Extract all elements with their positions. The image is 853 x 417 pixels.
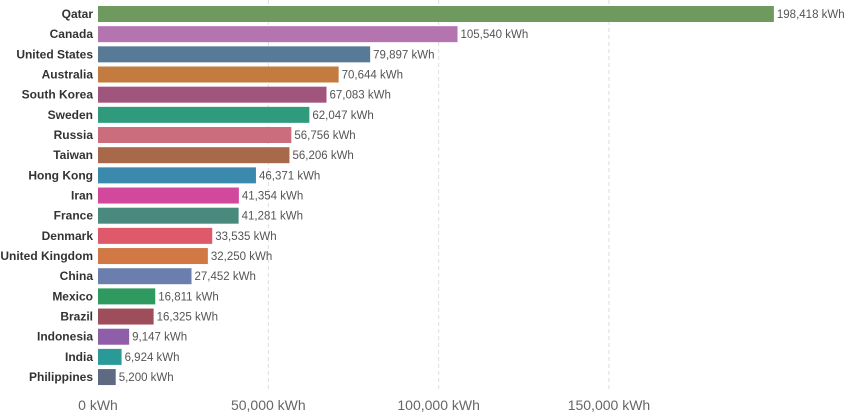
category-label: Brazil xyxy=(60,310,93,324)
category-label: Russia xyxy=(54,128,94,142)
value-label: 198,418 kWh xyxy=(777,9,845,21)
value-label: 46,371 kWh xyxy=(259,170,320,182)
bar[interactable] xyxy=(98,106,310,123)
bar[interactable] xyxy=(98,147,290,164)
category-label: Denmark xyxy=(42,229,94,243)
value-label: 41,281 kWh xyxy=(242,211,303,223)
bar[interactable] xyxy=(98,86,327,103)
value-label: 16,325 kWh xyxy=(157,312,218,324)
value-label: 62,047 kWh xyxy=(312,110,373,122)
bar[interactable] xyxy=(98,268,192,285)
value-label: 70,644 kWh xyxy=(342,70,403,82)
value-label: 56,756 kWh xyxy=(294,130,355,142)
bar[interactable] xyxy=(98,127,292,144)
category-label: Sweden xyxy=(48,108,93,122)
bar[interactable] xyxy=(98,46,371,63)
value-label: 79,897 kWh xyxy=(373,49,434,61)
category-label: Iran xyxy=(71,189,93,203)
category-label: France xyxy=(54,209,94,223)
category-label: Taiwan xyxy=(53,148,93,162)
category-label: India xyxy=(65,350,93,364)
bar[interactable] xyxy=(98,187,239,204)
category-label: Philippines xyxy=(29,370,93,384)
bar[interactable] xyxy=(98,66,339,83)
category-label: Australia xyxy=(42,68,94,82)
bar[interactable] xyxy=(98,308,154,325)
grid-layer xyxy=(267,0,610,392)
value-label: 67,083 kWh xyxy=(330,90,391,102)
value-label: 41,354 kWh xyxy=(242,191,303,203)
value-labels: 198,418 kWh 105,540 kWh 79,897 kWh 70,644 k… xyxy=(119,9,845,384)
category-label: Qatar xyxy=(62,7,94,21)
category-label: United Kingdom xyxy=(0,249,93,263)
category-label: Indonesia xyxy=(37,330,93,344)
bar[interactable] xyxy=(98,288,156,305)
category-label: Canada xyxy=(50,27,94,41)
value-label: 56,206 kWh xyxy=(292,150,353,162)
value-label: 5,200 kWh xyxy=(119,372,174,384)
bar-layer xyxy=(98,6,774,386)
category-labels: Qatar Canada United States Australia South K… xyxy=(0,7,93,384)
value-label: 9,147 kWh xyxy=(132,332,187,344)
value-label: 105,540 kWh xyxy=(461,29,529,41)
category-label: United States xyxy=(16,47,93,61)
category-label: Mexico xyxy=(52,289,93,303)
bar[interactable] xyxy=(98,167,256,184)
bar[interactable] xyxy=(98,26,458,43)
value-label: 27,452 kWh xyxy=(195,271,256,283)
bar[interactable] xyxy=(98,6,774,22)
bar[interactable] xyxy=(98,328,130,345)
value-label: 33,535 kWh xyxy=(215,231,276,243)
bar[interactable] xyxy=(98,207,239,224)
value-label: 32,250 kWh xyxy=(211,251,272,263)
x-axis-ticks: 0 kWh 50,000 kWh 100,000 kWh 150,000 kWh xyxy=(78,397,650,413)
category-label: South Korea xyxy=(22,88,94,102)
bar[interactable] xyxy=(98,248,208,265)
category-label: Hong Kong xyxy=(28,168,93,182)
value-label: 6,924 kWh xyxy=(125,352,180,364)
value-label: 16,811 kWh xyxy=(158,291,219,303)
x-tick-label: 150,000 kWh xyxy=(568,397,651,413)
category-label: China xyxy=(60,269,94,283)
x-tick-label: 50,000 kWh xyxy=(231,397,306,413)
bar[interactable] xyxy=(98,369,116,386)
x-tick-label: 0 kWh xyxy=(78,397,118,413)
bar[interactable] xyxy=(98,348,122,365)
x-tick-label: 100,000 kWh xyxy=(397,397,480,413)
bar[interactable] xyxy=(98,227,213,244)
